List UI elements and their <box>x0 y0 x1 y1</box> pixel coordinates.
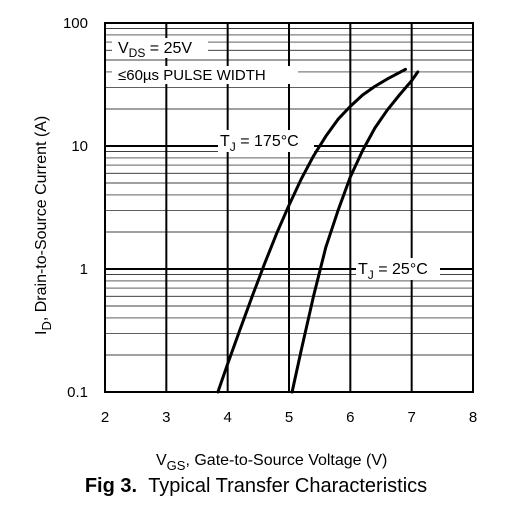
plot-frame <box>104 22 474 393</box>
x-tick-label: 2 <box>101 409 109 426</box>
series-label-25c: TJ = 25°C <box>358 261 428 282</box>
x-tick-label: 7 <box>407 409 415 426</box>
pulse-width-annotation: ≤60µs PULSE WIDTH <box>118 67 266 84</box>
series-line-0 <box>216 67 407 394</box>
figure-number: Fig 3. <box>84 475 138 497</box>
figure-title: Typical Transfer Characteristics <box>148 475 428 497</box>
figure-caption: Fig 3. Typical Transfer Characteristics <box>0 475 512 498</box>
y-axis-label: ID, Drain-to-Source Current (A) <box>33 116 54 335</box>
x-axis-label: VGS, Gate-to-Source Voltage (V) <box>156 452 387 473</box>
y-tick-labels: 0.1 1 10 100 <box>63 15 88 401</box>
y-tick-label: 100 <box>63 15 88 32</box>
vds-annotation: VDS = 25V <box>118 40 192 60</box>
tj25-label-bg <box>356 258 440 280</box>
series-label-175c: TJ = 175°C <box>220 133 299 154</box>
x-tick-labels: 2 3 4 5 6 7 8 <box>101 409 477 426</box>
x-tick-label: 5 <box>285 409 293 426</box>
y-tick-label: 0.1 <box>67 384 88 401</box>
series-layer <box>216 67 420 394</box>
tj175-label-bg <box>218 130 314 152</box>
x-tick-label: 6 <box>346 409 354 426</box>
pulse-annotation-bg <box>112 66 298 84</box>
x-tick-label: 4 <box>223 409 231 426</box>
y-tick-label: 10 <box>71 138 88 155</box>
series-line-1 <box>290 70 420 394</box>
y-tick-label: 1 <box>80 261 88 278</box>
x-tick-label: 8 <box>469 409 477 426</box>
x-tick-label: 3 <box>162 409 170 426</box>
vds-annotation-bg <box>112 38 208 58</box>
